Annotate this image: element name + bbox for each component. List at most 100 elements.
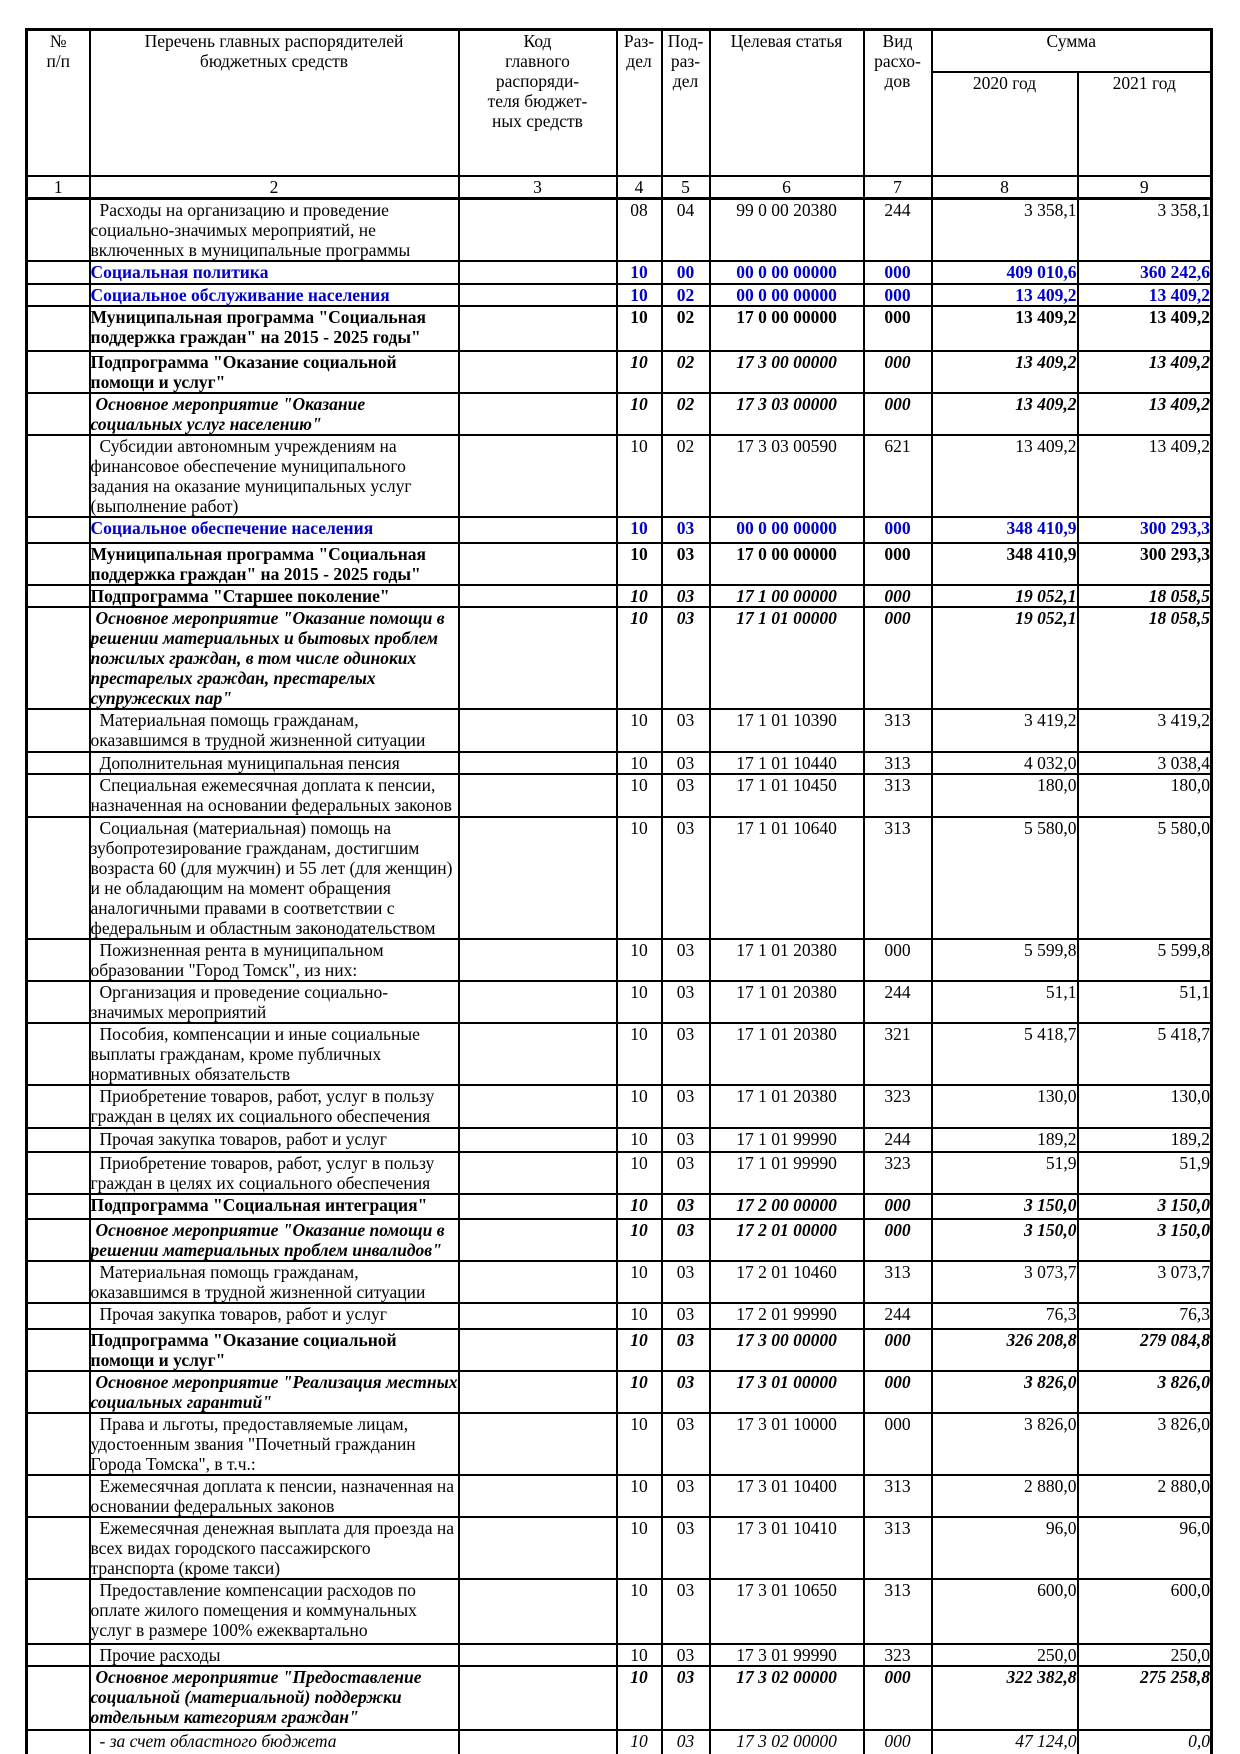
cell-row-no xyxy=(25,1217,91,1262)
table-row: Ежемесячная денежная выплата для проезда… xyxy=(25,1515,1213,1580)
table-row: Расходы на организацию и проведение соци… xyxy=(25,197,1213,262)
cell-row-no xyxy=(25,1083,91,1129)
cell-sum-2021: 279 084,8 xyxy=(1076,1327,1213,1372)
cell-expense-type: 000 xyxy=(862,349,933,394)
cell-expense-type: 313 xyxy=(862,815,933,940)
cell-row-no xyxy=(25,1642,91,1667)
cell-grbs-code xyxy=(457,259,618,285)
cell-sum-2021: 18 058,5 xyxy=(1076,605,1213,710)
cell-grbs-code xyxy=(457,1083,618,1129)
cell-razdel: 10 xyxy=(615,937,663,982)
cell-expense-type: 244 xyxy=(862,1301,933,1330)
cell-sum-2021: 275 258,8 xyxy=(1076,1664,1213,1731)
table-row: Социальное обеспечение населения 10 03 00 0… xyxy=(25,515,1213,544)
cell-row-no xyxy=(25,433,91,518)
cell-sum-2021: 250,0 xyxy=(1076,1642,1213,1667)
table-header-years-row: 2020 год 2021 год xyxy=(27,70,1213,177)
table-row: Муниципальная программа "Социальная подд… xyxy=(25,304,1213,352)
cell-grbs-code xyxy=(457,1192,618,1220)
table-row: Пособия, компенсации и иные социальные в… xyxy=(25,1021,1213,1086)
cell-podrazdel: 03 xyxy=(660,815,711,940)
cell-sum-2020: 3 419,2 xyxy=(930,707,1079,753)
cell-target-article: 17 3 01 10650 xyxy=(708,1577,865,1645)
cell-sum-2020: 189,2 xyxy=(930,1126,1079,1153)
cell-sum-2021: 18 058,5 xyxy=(1076,583,1213,608)
cell-row-no xyxy=(25,197,91,262)
cell-expense-type: 244 xyxy=(862,979,933,1024)
cell-grbs-code xyxy=(457,815,618,940)
cell-row-no xyxy=(25,815,91,940)
cell-target-article: 17 2 01 10460 xyxy=(708,1259,865,1304)
cell-name: Основное мероприятие "Оказание социальны… xyxy=(88,391,460,436)
cell-podrazdel: 03 xyxy=(660,1217,711,1262)
cell-row-no xyxy=(25,1192,91,1220)
cell-podrazdel: 03 xyxy=(660,937,711,982)
cell-name: - за счет областного бюджета xyxy=(88,1728,460,1754)
cell-podrazdel: 03 xyxy=(660,979,711,1024)
cell-sum-2020: 5 599,8 xyxy=(930,937,1079,982)
table-row: Подпрограмма "Оказание социальной помощи… xyxy=(25,1327,1213,1372)
cell-row-no xyxy=(25,391,91,436)
table-row: Материальная помощь гражданам, оказавшим… xyxy=(25,707,1213,753)
cell-expense-type: 313 xyxy=(862,750,933,775)
cell-expense-type: 621 xyxy=(862,433,933,518)
cell-sum-2020: 3 826,0 xyxy=(930,1369,1079,1414)
cell-grbs-code xyxy=(457,583,618,608)
cell-grbs-code xyxy=(457,515,618,544)
table-row: Подпрограмма "Оказание социальной помощи… xyxy=(25,349,1213,394)
cell-grbs-code xyxy=(457,750,618,775)
cell-row-no xyxy=(25,349,91,394)
cell-sum-2021: 5 418,7 xyxy=(1076,1021,1213,1086)
cell-sum-2020: 51,1 xyxy=(930,979,1079,1024)
cell-sum-2020: 130,0 xyxy=(930,1083,1079,1129)
cell-sum-2020: 5 418,7 xyxy=(930,1021,1079,1086)
cell-razdel: 10 xyxy=(615,1515,663,1580)
cell-row-no xyxy=(25,979,91,1024)
table-row: Предоставление компенсации расходов по о… xyxy=(25,1577,1213,1645)
table-row: Ежемесячная доплата к пенсии, назначенна… xyxy=(25,1473,1213,1518)
cell-target-article: 99 0 00 20380 xyxy=(708,197,865,262)
column-header-razdel: Раз- дел xyxy=(615,28,663,177)
cell-razdel: 10 xyxy=(615,541,663,586)
cell-sum-2020: 13 409,2 xyxy=(930,391,1079,436)
cell-row-no xyxy=(25,1301,91,1330)
cell-sum-2020: 409 010,6 xyxy=(930,259,1079,285)
cell-name: Субсидии автономным учреждениям на финан… xyxy=(88,433,460,518)
cell-target-article: 17 3 01 10410 xyxy=(708,1515,865,1580)
cell-target-article: 17 2 01 00000 xyxy=(708,1217,865,1262)
cell-sum-2020: 4 032,0 xyxy=(930,750,1079,775)
cell-expense-type: 321 xyxy=(862,1021,933,1086)
cell-podrazdel: 03 xyxy=(660,1126,711,1153)
cell-expense-type: 000 xyxy=(862,282,933,307)
cell-podrazdel: 02 xyxy=(660,433,711,518)
cell-sum-2020: 326 208,8 xyxy=(930,1327,1079,1372)
cell-row-no xyxy=(25,707,91,753)
cell-expense-type: 313 xyxy=(862,1577,933,1645)
cell-name: Специальная ежемесячная доплата к пенсии… xyxy=(88,772,460,818)
cell-razdel: 10 xyxy=(615,1301,663,1330)
cell-razdel: 10 xyxy=(615,1126,663,1153)
cell-razdel: 10 xyxy=(615,605,663,710)
cell-expense-type: 313 xyxy=(862,1473,933,1518)
cell-target-article: 17 1 01 10390 xyxy=(708,707,865,753)
cell-name: Основное мероприятие "Оказание помощи в … xyxy=(88,1217,460,1262)
cell-name: Прочая закупка товаров, работ и услуг xyxy=(88,1126,460,1153)
cell-target-article: 17 3 02 00000 xyxy=(708,1728,865,1754)
column-header-expense-type: Вид расхо- дов xyxy=(862,28,933,177)
table-row: Прочая закупка товаров, работ и услуг 10 0… xyxy=(25,1301,1213,1330)
cell-name: Приобретение товаров, работ, услуг в пол… xyxy=(88,1083,460,1129)
cell-razdel: 10 xyxy=(615,815,663,940)
cell-razdel: 10 xyxy=(615,433,663,518)
cell-name: Подпрограмма "Старшее поколение" xyxy=(88,583,460,608)
table-row: Приобретение товаров, работ, услуг в пол… xyxy=(25,1083,1213,1129)
cell-target-article: 17 3 01 10400 xyxy=(708,1473,865,1518)
cell-target-article: 17 1 01 20380 xyxy=(708,1083,865,1129)
cell-sum-2021: 13 409,2 xyxy=(1076,304,1213,352)
cell-razdel: 10 xyxy=(615,259,663,285)
cell-target-article: 17 2 00 00000 xyxy=(708,1192,865,1220)
cell-grbs-code xyxy=(457,1217,618,1262)
cell-sum-2021: 360 242,6 xyxy=(1076,259,1213,285)
cell-podrazdel: 02 xyxy=(660,304,711,352)
cell-sum-2021: 3 073,7 xyxy=(1076,1259,1213,1304)
